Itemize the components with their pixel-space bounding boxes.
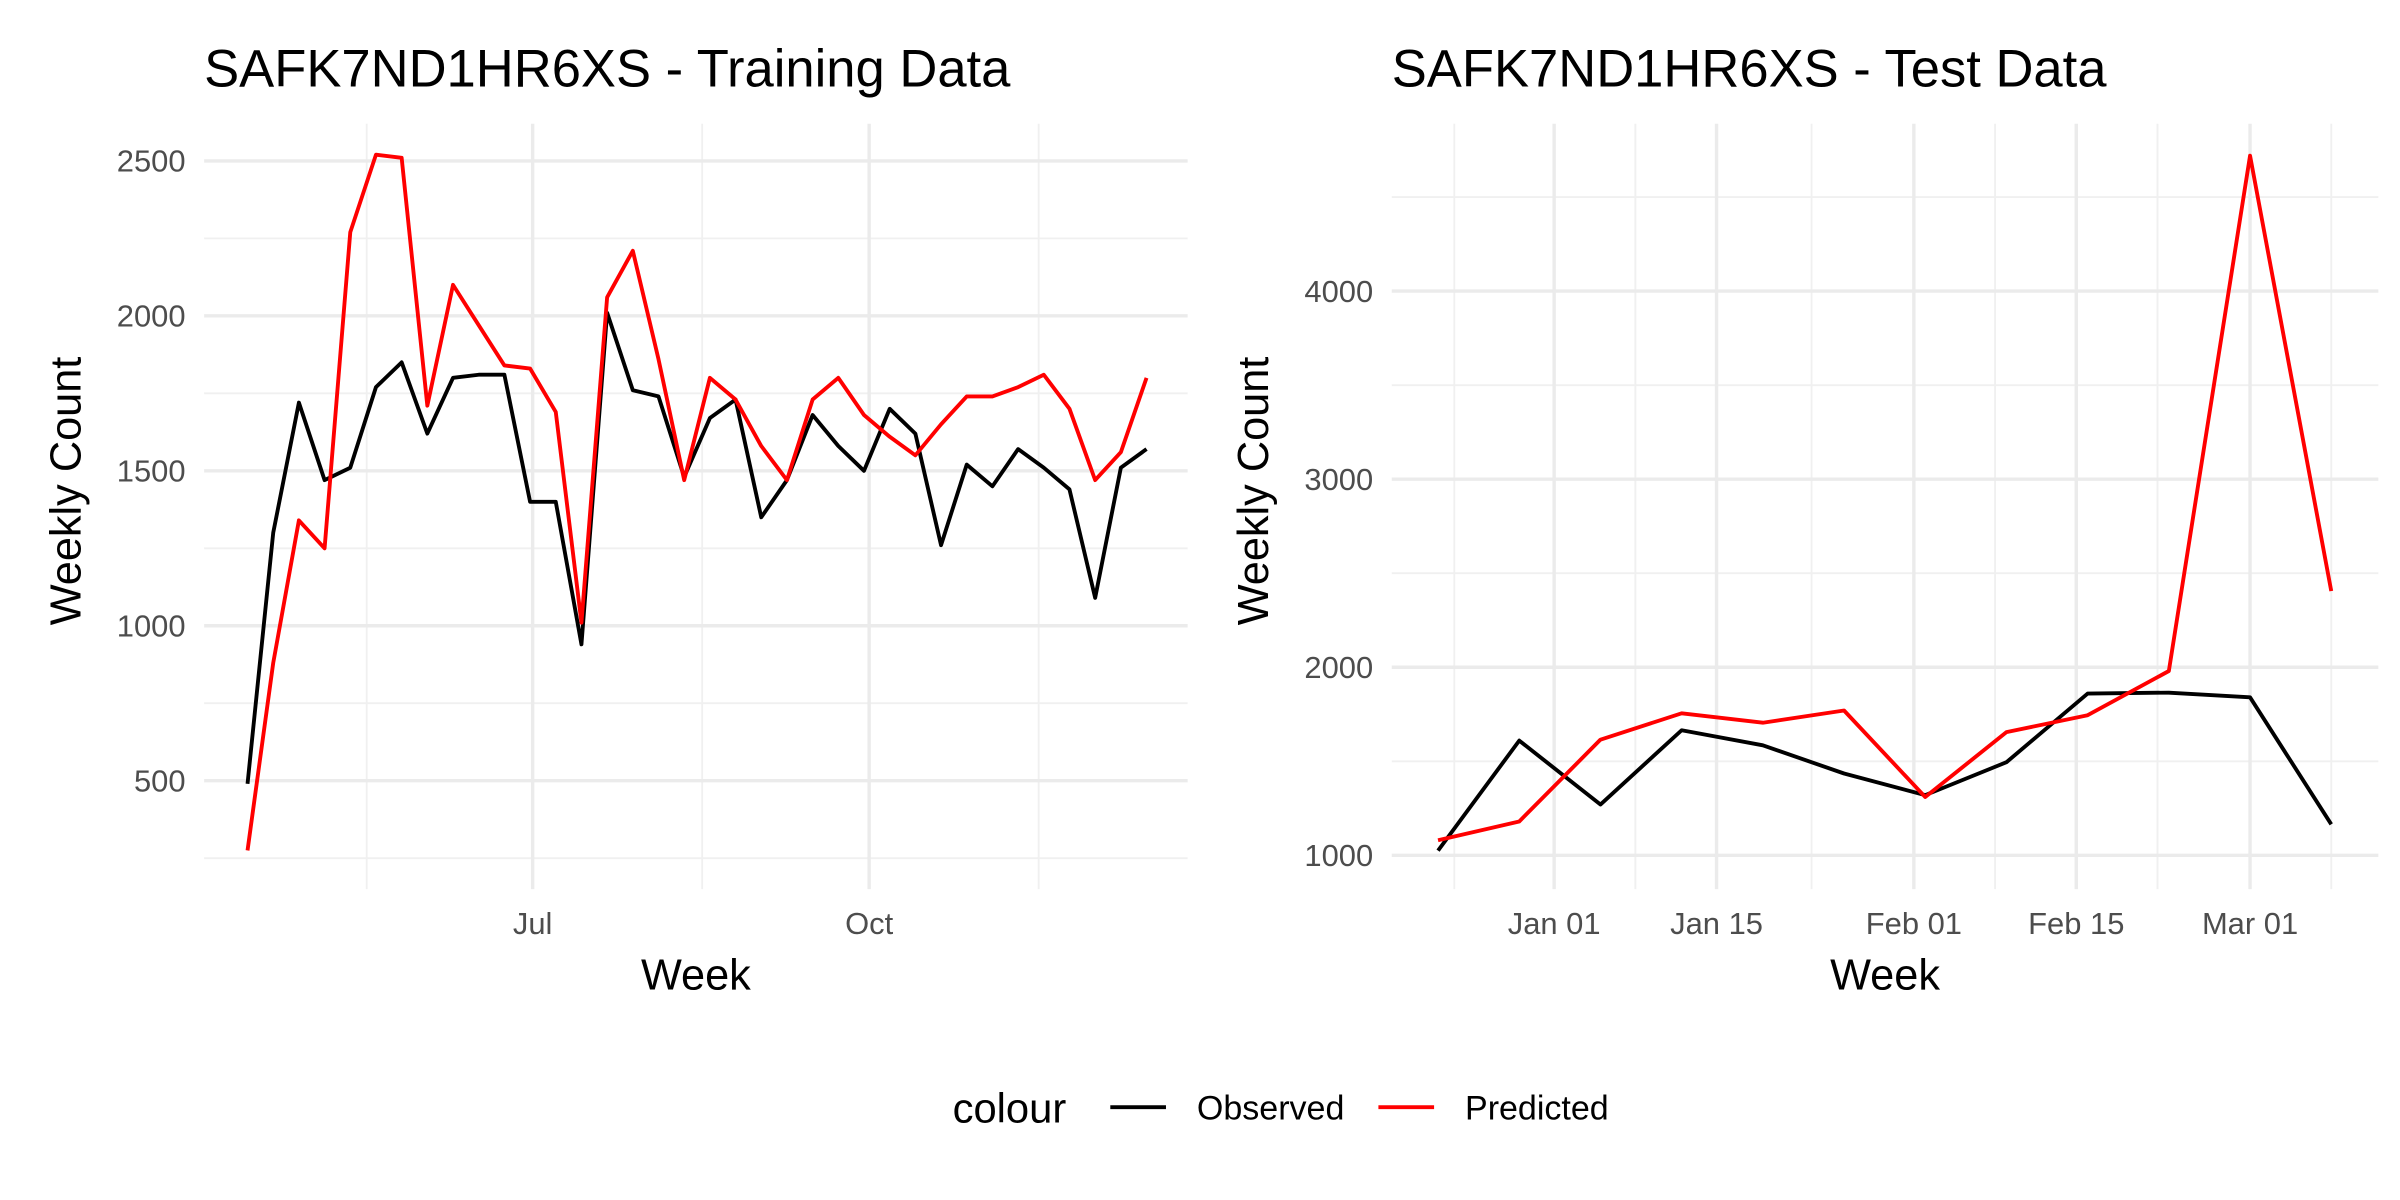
y-tick-label: 2000 — [1304, 650, 1373, 685]
chart-title: SAFK7ND1HR6XS - Test Data — [1392, 40, 2107, 99]
y-tick-label: 500 — [134, 764, 186, 799]
legend-label: Predicted — [1465, 1090, 1609, 1128]
y-axis-title: Weekly Count — [42, 357, 90, 626]
y-tick-label: 4000 — [1304, 274, 1373, 309]
y-tick-label: 3000 — [1304, 462, 1373, 497]
y-tick-label: 2500 — [117, 144, 186, 179]
series-line — [245, 152, 1149, 851]
y-tick-label: 2000 — [117, 299, 186, 334]
y-tick-label: 1500 — [117, 454, 186, 489]
legend-title: colour — [953, 1085, 1067, 1132]
series-line — [245, 310, 1148, 785]
y-tick-label: 1000 — [117, 609, 186, 644]
x-tick-label: Feb 01 — [1866, 906, 1962, 941]
legend-label: Observed — [1197, 1090, 1344, 1128]
x-tick-label: Mar 01 — [2202, 906, 2298, 941]
y-axis-title: Weekly Count — [1230, 357, 1278, 626]
series-line — [1436, 690, 2333, 852]
x-tick-label: Jan 15 — [1670, 906, 1763, 941]
x-tick-label: Oct — [845, 906, 893, 941]
x-axis-title: Week — [1830, 952, 1940, 1000]
y-tick-label: 1000 — [1304, 838, 1373, 873]
x-tick-label: Jan 01 — [1508, 906, 1601, 941]
x-tick-label: Jul — [513, 906, 553, 941]
chart-title: SAFK7ND1HR6XS - Training Data — [204, 40, 1011, 99]
x-axis-title: Week — [641, 952, 751, 1000]
series-line — [1437, 153, 2334, 843]
x-tick-label: Feb 15 — [2028, 906, 2124, 941]
